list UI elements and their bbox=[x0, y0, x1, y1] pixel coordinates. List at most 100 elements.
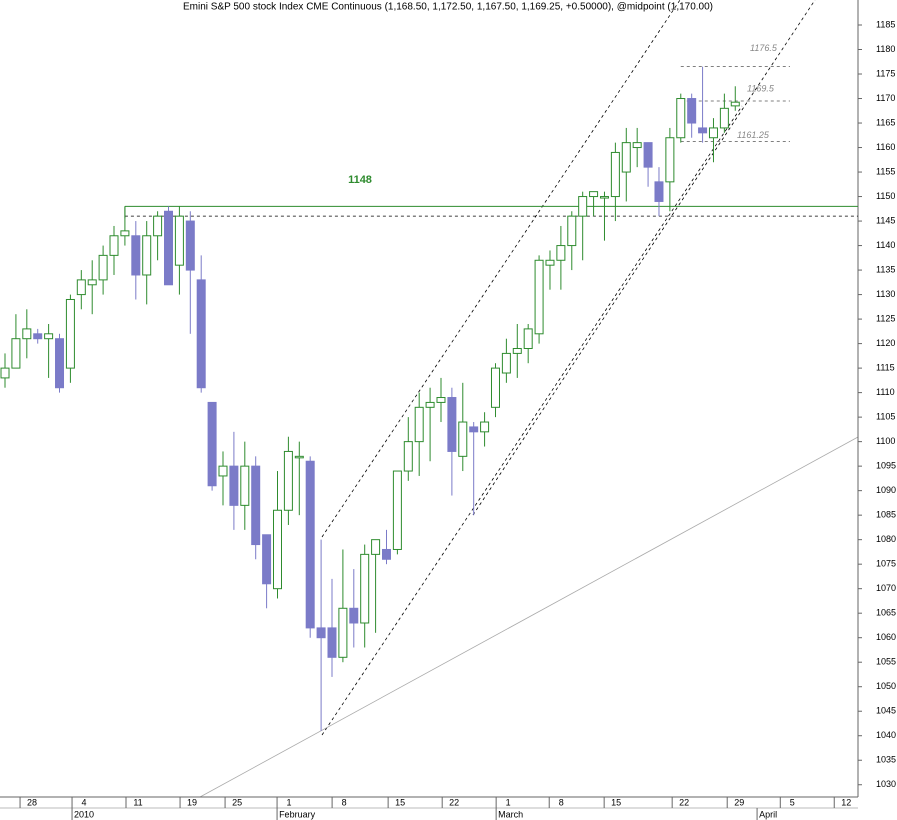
y-tick-label: 1180 bbox=[876, 44, 895, 54]
candle-body bbox=[719, 107, 729, 129]
candle-body bbox=[44, 333, 54, 340]
level-label: 1169.5 bbox=[747, 83, 775, 93]
y-tick-label: 1110 bbox=[876, 387, 895, 397]
candle-body bbox=[632, 142, 642, 149]
y-tick-label: 1070 bbox=[876, 583, 896, 593]
candle-body bbox=[545, 259, 555, 266]
month-label: February bbox=[279, 809, 316, 819]
candle-body bbox=[392, 470, 402, 550]
candle-body bbox=[436, 397, 446, 403]
chart-title: Emini S&P 500 stock Index CME Continuous… bbox=[183, 2, 713, 13]
y-tick-label: 1065 bbox=[876, 608, 896, 618]
x-tick-label: 28 bbox=[27, 797, 37, 807]
candle-body bbox=[403, 441, 413, 472]
candle-body bbox=[599, 196, 609, 199]
candle-body bbox=[730, 101, 740, 107]
candle-body bbox=[698, 127, 708, 134]
candle-body bbox=[98, 254, 108, 281]
month-label: 2010 bbox=[74, 809, 94, 819]
x-tick-label: 15 bbox=[395, 797, 405, 807]
candle-body bbox=[164, 210, 174, 286]
candle-body bbox=[578, 196, 588, 217]
y-tick-label: 1130 bbox=[876, 289, 895, 299]
y-tick-label: 1050 bbox=[876, 681, 896, 691]
candle-body bbox=[76, 279, 86, 296]
y-tick-label: 1040 bbox=[876, 730, 896, 740]
candle-body bbox=[534, 259, 544, 335]
candle-body bbox=[708, 127, 718, 139]
candle-body bbox=[501, 352, 511, 374]
x-tick-label: 1 bbox=[287, 797, 292, 807]
resistance-label: 1148 bbox=[348, 174, 372, 186]
x-tick-label: 19 bbox=[187, 797, 197, 807]
y-tick-label: 1060 bbox=[876, 632, 896, 642]
x-tick-label: 8 bbox=[559, 797, 564, 807]
y-tick-label: 1095 bbox=[876, 461, 896, 471]
candle-body bbox=[240, 465, 250, 506]
channel-line bbox=[321, 105, 743, 736]
candle-body bbox=[469, 426, 479, 433]
candle-body bbox=[272, 509, 282, 590]
x-tick-label: 4 bbox=[82, 797, 87, 807]
candle-body bbox=[55, 338, 65, 389]
x-tick-label: 11 bbox=[133, 797, 142, 807]
candle-body bbox=[556, 245, 566, 261]
candle-body bbox=[610, 151, 620, 198]
x-tick-label: 12 bbox=[841, 797, 851, 807]
y-tick-label: 1165 bbox=[876, 117, 895, 127]
y-tick-label: 1055 bbox=[876, 657, 896, 667]
month-label: April bbox=[759, 809, 777, 819]
y-tick-label: 1160 bbox=[876, 142, 895, 152]
level-label: 1176.5 bbox=[750, 43, 778, 53]
y-tick-label: 1085 bbox=[876, 510, 896, 520]
candle-body bbox=[0, 367, 10, 379]
candle-body bbox=[22, 328, 32, 340]
candle-body bbox=[142, 235, 152, 276]
candle-body bbox=[229, 465, 239, 506]
trend-line bbox=[199, 436, 859, 798]
y-tick-label: 1100 bbox=[876, 436, 895, 446]
y-tick-label: 1155 bbox=[876, 166, 895, 176]
candle-body bbox=[643, 142, 653, 168]
candle-body bbox=[294, 455, 304, 459]
candle-body bbox=[371, 539, 381, 555]
y-tick-label: 1145 bbox=[876, 215, 895, 225]
candle-body bbox=[196, 279, 206, 389]
candle-body bbox=[490, 367, 500, 408]
y-tick-label: 1045 bbox=[876, 706, 896, 716]
y-tick-label: 1125 bbox=[876, 313, 895, 323]
channel-line bbox=[472, 0, 816, 516]
y-tick-label: 1035 bbox=[876, 755, 896, 765]
candle-body bbox=[414, 406, 424, 443]
y-tick-label: 1105 bbox=[876, 412, 895, 422]
candle-body bbox=[153, 215, 163, 237]
candle-body bbox=[381, 548, 391, 560]
candle-body bbox=[567, 215, 577, 247]
candle-body bbox=[283, 450, 293, 511]
candle-body bbox=[207, 401, 217, 487]
candle-body bbox=[327, 627, 337, 658]
x-tick-label: 8 bbox=[342, 797, 347, 807]
level-label: 1161.25 bbox=[737, 130, 770, 140]
candle-body bbox=[589, 191, 599, 198]
y-tick-label: 1185 bbox=[876, 19, 895, 29]
candle-body bbox=[87, 279, 97, 286]
candle-body bbox=[665, 137, 675, 183]
drawings bbox=[321, 0, 816, 736]
y-tick-label: 1075 bbox=[876, 559, 896, 569]
y-tick-label: 1090 bbox=[876, 485, 896, 495]
candle-body bbox=[447, 397, 457, 452]
y-tick-label: 1150 bbox=[876, 191, 895, 201]
y-tick-label: 1030 bbox=[876, 779, 896, 789]
candle-body bbox=[425, 401, 435, 408]
candle-body bbox=[305, 460, 315, 629]
candle-body bbox=[33, 333, 43, 340]
y-tick-label: 1175 bbox=[876, 68, 895, 78]
candle-body bbox=[109, 235, 119, 256]
candle-body bbox=[262, 534, 272, 585]
y-tick-label: 1135 bbox=[876, 264, 895, 274]
candle-body bbox=[523, 328, 533, 350]
x-tick-label: 25 bbox=[232, 797, 242, 807]
x-tick-label: 29 bbox=[734, 797, 744, 807]
